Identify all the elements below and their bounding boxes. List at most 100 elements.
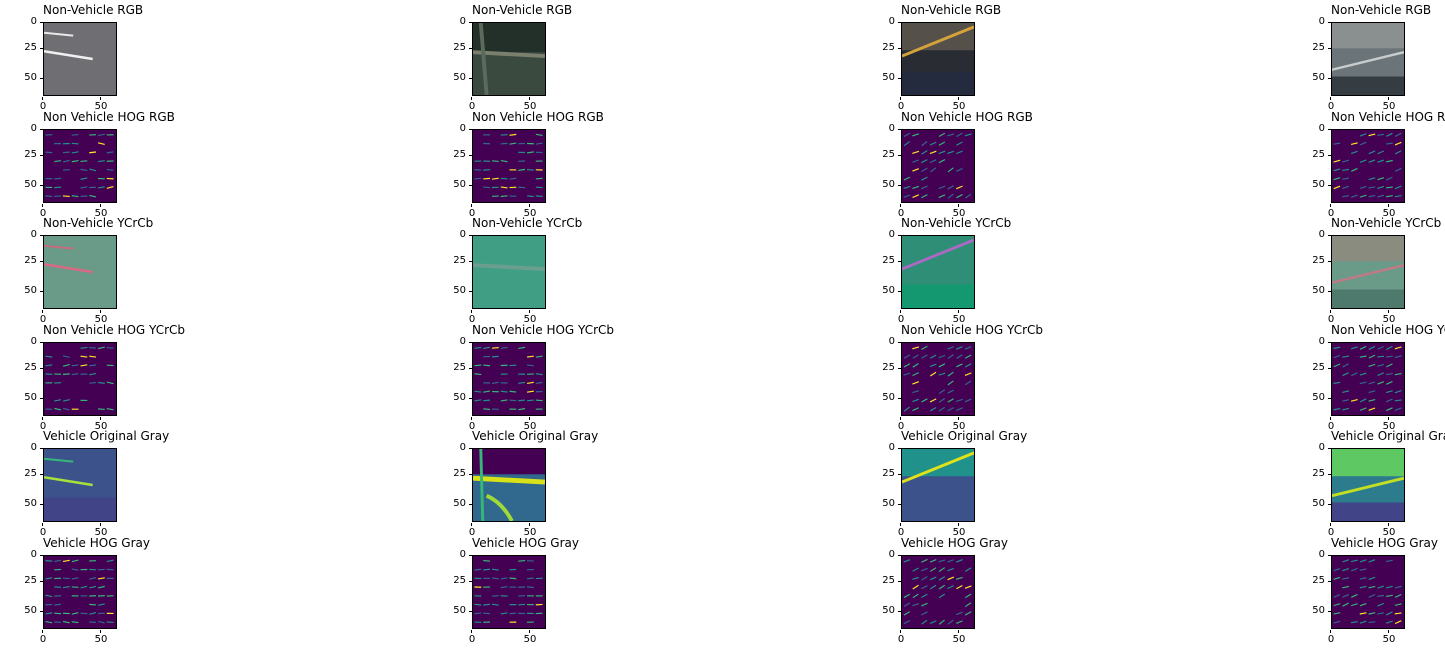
y-tick-label: 25	[1305, 468, 1331, 479]
x-tick-label: 50	[1377, 97, 1401, 112]
y-tick-label: 50	[17, 179, 43, 190]
subplot-image	[43, 342, 117, 416]
x-tick-label: 0	[31, 630, 55, 645]
y-tick-label: 0	[875, 442, 901, 453]
y-tick-label: 50	[1305, 605, 1331, 616]
subplot-image	[472, 235, 546, 309]
x-tick-label: 0	[889, 97, 913, 112]
y-tick-label: 25	[17, 255, 43, 266]
x-tick-label: 50	[518, 630, 542, 645]
y-tick-label: 25	[17, 42, 43, 53]
y-tick-label: 25	[446, 149, 472, 160]
subplot-title: Non-Vehicle RGB	[472, 3, 573, 17]
y-tick-label: 0	[446, 229, 472, 240]
y-tick-label: 50	[446, 179, 472, 190]
x-tick-label: 0	[460, 630, 484, 645]
y-tick-label: 50	[875, 392, 901, 403]
subplot-image	[901, 448, 975, 522]
x-tick-label: 0	[460, 523, 484, 538]
x-tick-label: 0	[31, 97, 55, 112]
x-tick-label: 50	[89, 97, 113, 112]
y-tick-label: 50	[875, 285, 901, 296]
y-tick-label: 0	[17, 549, 43, 560]
y-tick-label: 50	[1305, 72, 1331, 83]
x-tick-label: 0	[1319, 310, 1343, 325]
subplot-title: Vehicle Original Gray	[1331, 429, 1445, 443]
y-tick-label: 0	[1305, 442, 1331, 453]
y-tick-label: 25	[1305, 255, 1331, 266]
y-tick-label: 50	[446, 498, 472, 509]
x-tick-label: 50	[518, 310, 542, 325]
y-tick-label: 50	[1305, 498, 1331, 509]
subplot-image	[43, 555, 117, 629]
subplot-image	[1331, 342, 1405, 416]
x-tick-label: 50	[89, 417, 113, 432]
subplot-title: Non Vehicle HOG YCrCb	[1331, 323, 1445, 337]
subplot-image	[472, 22, 546, 96]
y-tick-label: 0	[875, 229, 901, 240]
subplot-title: Non Vehicle HOG RGB	[472, 110, 604, 124]
x-tick-label: 0	[460, 417, 484, 432]
x-tick-label: 50	[1377, 310, 1401, 325]
subplot-image	[472, 555, 546, 629]
subplot-title: Non Vehicle HOG YCrCb	[472, 323, 615, 337]
subplot-title: Non Vehicle HOG YCrCb	[43, 323, 186, 337]
y-tick-label: 0	[1305, 229, 1331, 240]
y-tick-label: 0	[875, 123, 901, 134]
y-tick-label: 25	[875, 362, 901, 373]
subplot-title: Non-Vehicle YCrCb	[901, 216, 1012, 230]
subplot-image	[43, 235, 117, 309]
y-tick-label: 0	[1305, 16, 1331, 27]
y-tick-label: 25	[17, 149, 43, 160]
y-tick-label: 0	[875, 549, 901, 560]
x-tick-label: 50	[947, 97, 971, 112]
x-tick-label: 50	[947, 417, 971, 432]
x-tick-label: 0	[889, 310, 913, 325]
y-tick-label: 0	[1305, 549, 1331, 560]
y-tick-label: 50	[17, 498, 43, 509]
subplot-image	[901, 129, 975, 203]
y-tick-label: 25	[17, 362, 43, 373]
y-tick-label: 50	[17, 605, 43, 616]
subplot-title: Non Vehicle HOG RGB	[1331, 110, 1445, 124]
y-tick-label: 25	[875, 255, 901, 266]
x-tick-label: 0	[31, 523, 55, 538]
subplot-title: Vehicle HOG Gray	[43, 536, 150, 550]
y-tick-label: 25	[875, 575, 901, 586]
y-tick-label: 25	[1305, 362, 1331, 373]
subplot-image	[1331, 22, 1405, 96]
x-tick-label: 50	[89, 630, 113, 645]
y-tick-label: 0	[17, 123, 43, 134]
subplot-title: Vehicle HOG Gray	[1331, 536, 1438, 550]
subplot-title: Non Vehicle HOG YCrCb	[901, 323, 1044, 337]
subplot-image	[901, 342, 975, 416]
subplot-title: Vehicle Original Gray	[472, 429, 599, 443]
y-tick-label: 0	[446, 336, 472, 347]
x-tick-label: 0	[1319, 204, 1343, 219]
x-tick-label: 50	[518, 97, 542, 112]
subplot-image	[472, 342, 546, 416]
y-tick-label: 25	[875, 149, 901, 160]
subplot-image	[43, 129, 117, 203]
y-tick-label: 50	[875, 498, 901, 509]
subplot-image	[901, 235, 975, 309]
x-tick-label: 0	[460, 310, 484, 325]
subplot-image	[1331, 129, 1405, 203]
y-tick-label: 50	[17, 392, 43, 403]
x-tick-label: 50	[1377, 204, 1401, 219]
x-tick-label: 50	[1377, 630, 1401, 645]
y-tick-label: 50	[446, 605, 472, 616]
subplot-image	[1331, 448, 1405, 522]
x-tick-label: 50	[518, 204, 542, 219]
y-tick-label: 50	[1305, 179, 1331, 190]
y-tick-label: 50	[875, 605, 901, 616]
subplot-title: Non-Vehicle RGB	[43, 3, 144, 17]
y-tick-label: 50	[875, 179, 901, 190]
x-tick-label: 50	[947, 204, 971, 219]
y-tick-label: 0	[446, 16, 472, 27]
subplot-image	[472, 448, 546, 522]
y-tick-label: 25	[446, 468, 472, 479]
y-tick-label: 0	[446, 442, 472, 453]
x-tick-label: 50	[947, 630, 971, 645]
